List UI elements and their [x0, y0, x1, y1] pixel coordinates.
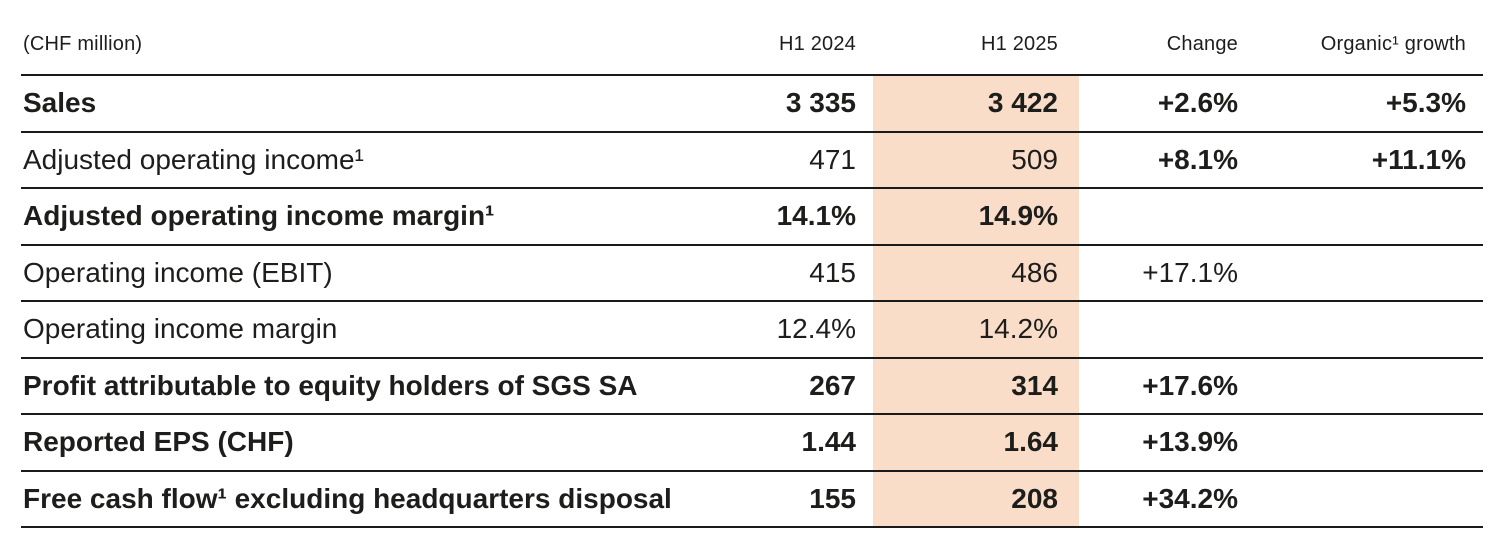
- value-h1-2025: 14.2%: [873, 300, 1079, 358]
- header-row: (CHF million) H1 2024 H1 2025 Change Org…: [21, 0, 1483, 75]
- row-label: Sales: [21, 74, 661, 132]
- value-organic-growth: +11.1%: [1255, 130, 1483, 188]
- column-header-h1-2024: H1 2024: [778, 32, 856, 55]
- row-label: Profit attributable to equity holders of…: [21, 356, 661, 414]
- value-h1-2025: 208: [873, 469, 1079, 528]
- table-row-operating-income-margin: Operating income margin 12.4% 14.2%: [21, 300, 1483, 358]
- value-h1-2024: 415: [661, 243, 873, 301]
- table-row-adjusted-operating-income: Adjusted operating income¹ 471 509 +8.1%…: [21, 130, 1483, 188]
- table-row-operating-income-ebit: Operating income (EBIT) 415 486 +17.1%: [21, 243, 1483, 301]
- value-change: +34.2%: [1079, 469, 1255, 528]
- value-change: +8.1%: [1079, 130, 1255, 188]
- row-label: Reported EPS (CHF): [21, 413, 661, 471]
- value-h1-2025: 1.64: [873, 413, 1079, 471]
- value-change: [1079, 187, 1255, 245]
- value-h1-2024: 471: [661, 130, 873, 188]
- row-label: Free cash flow¹ excluding headquarters d…: [21, 469, 672, 528]
- table-row-free-cash-flow: Free cash flow¹ excluding headquarters d…: [21, 469, 1483, 528]
- value-change: +2.6%: [1079, 74, 1255, 132]
- value-change: [1079, 300, 1255, 358]
- value-h1-2025: 3 422: [873, 74, 1079, 132]
- value-h1-2024: 1.44: [661, 413, 873, 471]
- value-organic-growth: [1255, 187, 1483, 245]
- financial-results-table: (CHF million) H1 2024 H1 2025 Change Org…: [21, 0, 1483, 528]
- table-row-adjusted-operating-income-margin: Adjusted operating income margin¹ 14.1% …: [21, 187, 1483, 245]
- value-h1-2024: 12.4%: [661, 300, 873, 358]
- value-h1-2025: 314: [873, 356, 1079, 414]
- value-h1-2025: 486: [873, 243, 1079, 301]
- column-header-change: Change: [1166, 32, 1238, 55]
- value-organic-growth: [1255, 300, 1483, 358]
- value-h1-2025: 509: [873, 130, 1079, 188]
- value-change: +13.9%: [1079, 413, 1255, 471]
- value-change: +17.1%: [1079, 243, 1255, 301]
- column-header-organic-growth: Organic¹ growth: [1320, 32, 1466, 55]
- value-organic-growth: [1255, 413, 1483, 471]
- row-label: Adjusted operating income margin¹: [21, 187, 661, 245]
- value-organic-growth: [1255, 469, 1483, 528]
- table-header: (CHF million) H1 2024 H1 2025 Change Org…: [21, 0, 1483, 75]
- unit-label: (CHF million): [23, 32, 143, 55]
- value-h1-2024: 155: [661, 469, 873, 528]
- value-h1-2024: 3 335: [661, 74, 873, 132]
- value-organic-growth: [1255, 243, 1483, 301]
- row-label: Adjusted operating income¹: [21, 130, 661, 188]
- value-organic-growth: +5.3%: [1255, 74, 1483, 132]
- table-row-sales: Sales 3 335 3 422 +2.6% +5.3%: [21, 74, 1483, 132]
- value-h1-2024: 14.1%: [661, 187, 873, 245]
- row-label: Operating income (EBIT): [21, 243, 661, 301]
- value-organic-growth: [1255, 356, 1483, 414]
- table-row-reported-eps: Reported EPS (CHF) 1.44 1.64 +13.9%: [21, 413, 1483, 471]
- value-change: +17.6%: [1079, 356, 1255, 414]
- table-body: Sales 3 335 3 422 +2.6% +5.3% Adjusted o…: [21, 74, 1483, 528]
- row-label: Operating income margin: [21, 300, 661, 358]
- table-row-profit-attributable: Profit attributable to equity holders of…: [21, 356, 1483, 414]
- value-h1-2025: 14.9%: [873, 187, 1079, 245]
- value-h1-2024: 267: [661, 356, 873, 414]
- column-header-h1-2025: H1 2025: [980, 32, 1058, 55]
